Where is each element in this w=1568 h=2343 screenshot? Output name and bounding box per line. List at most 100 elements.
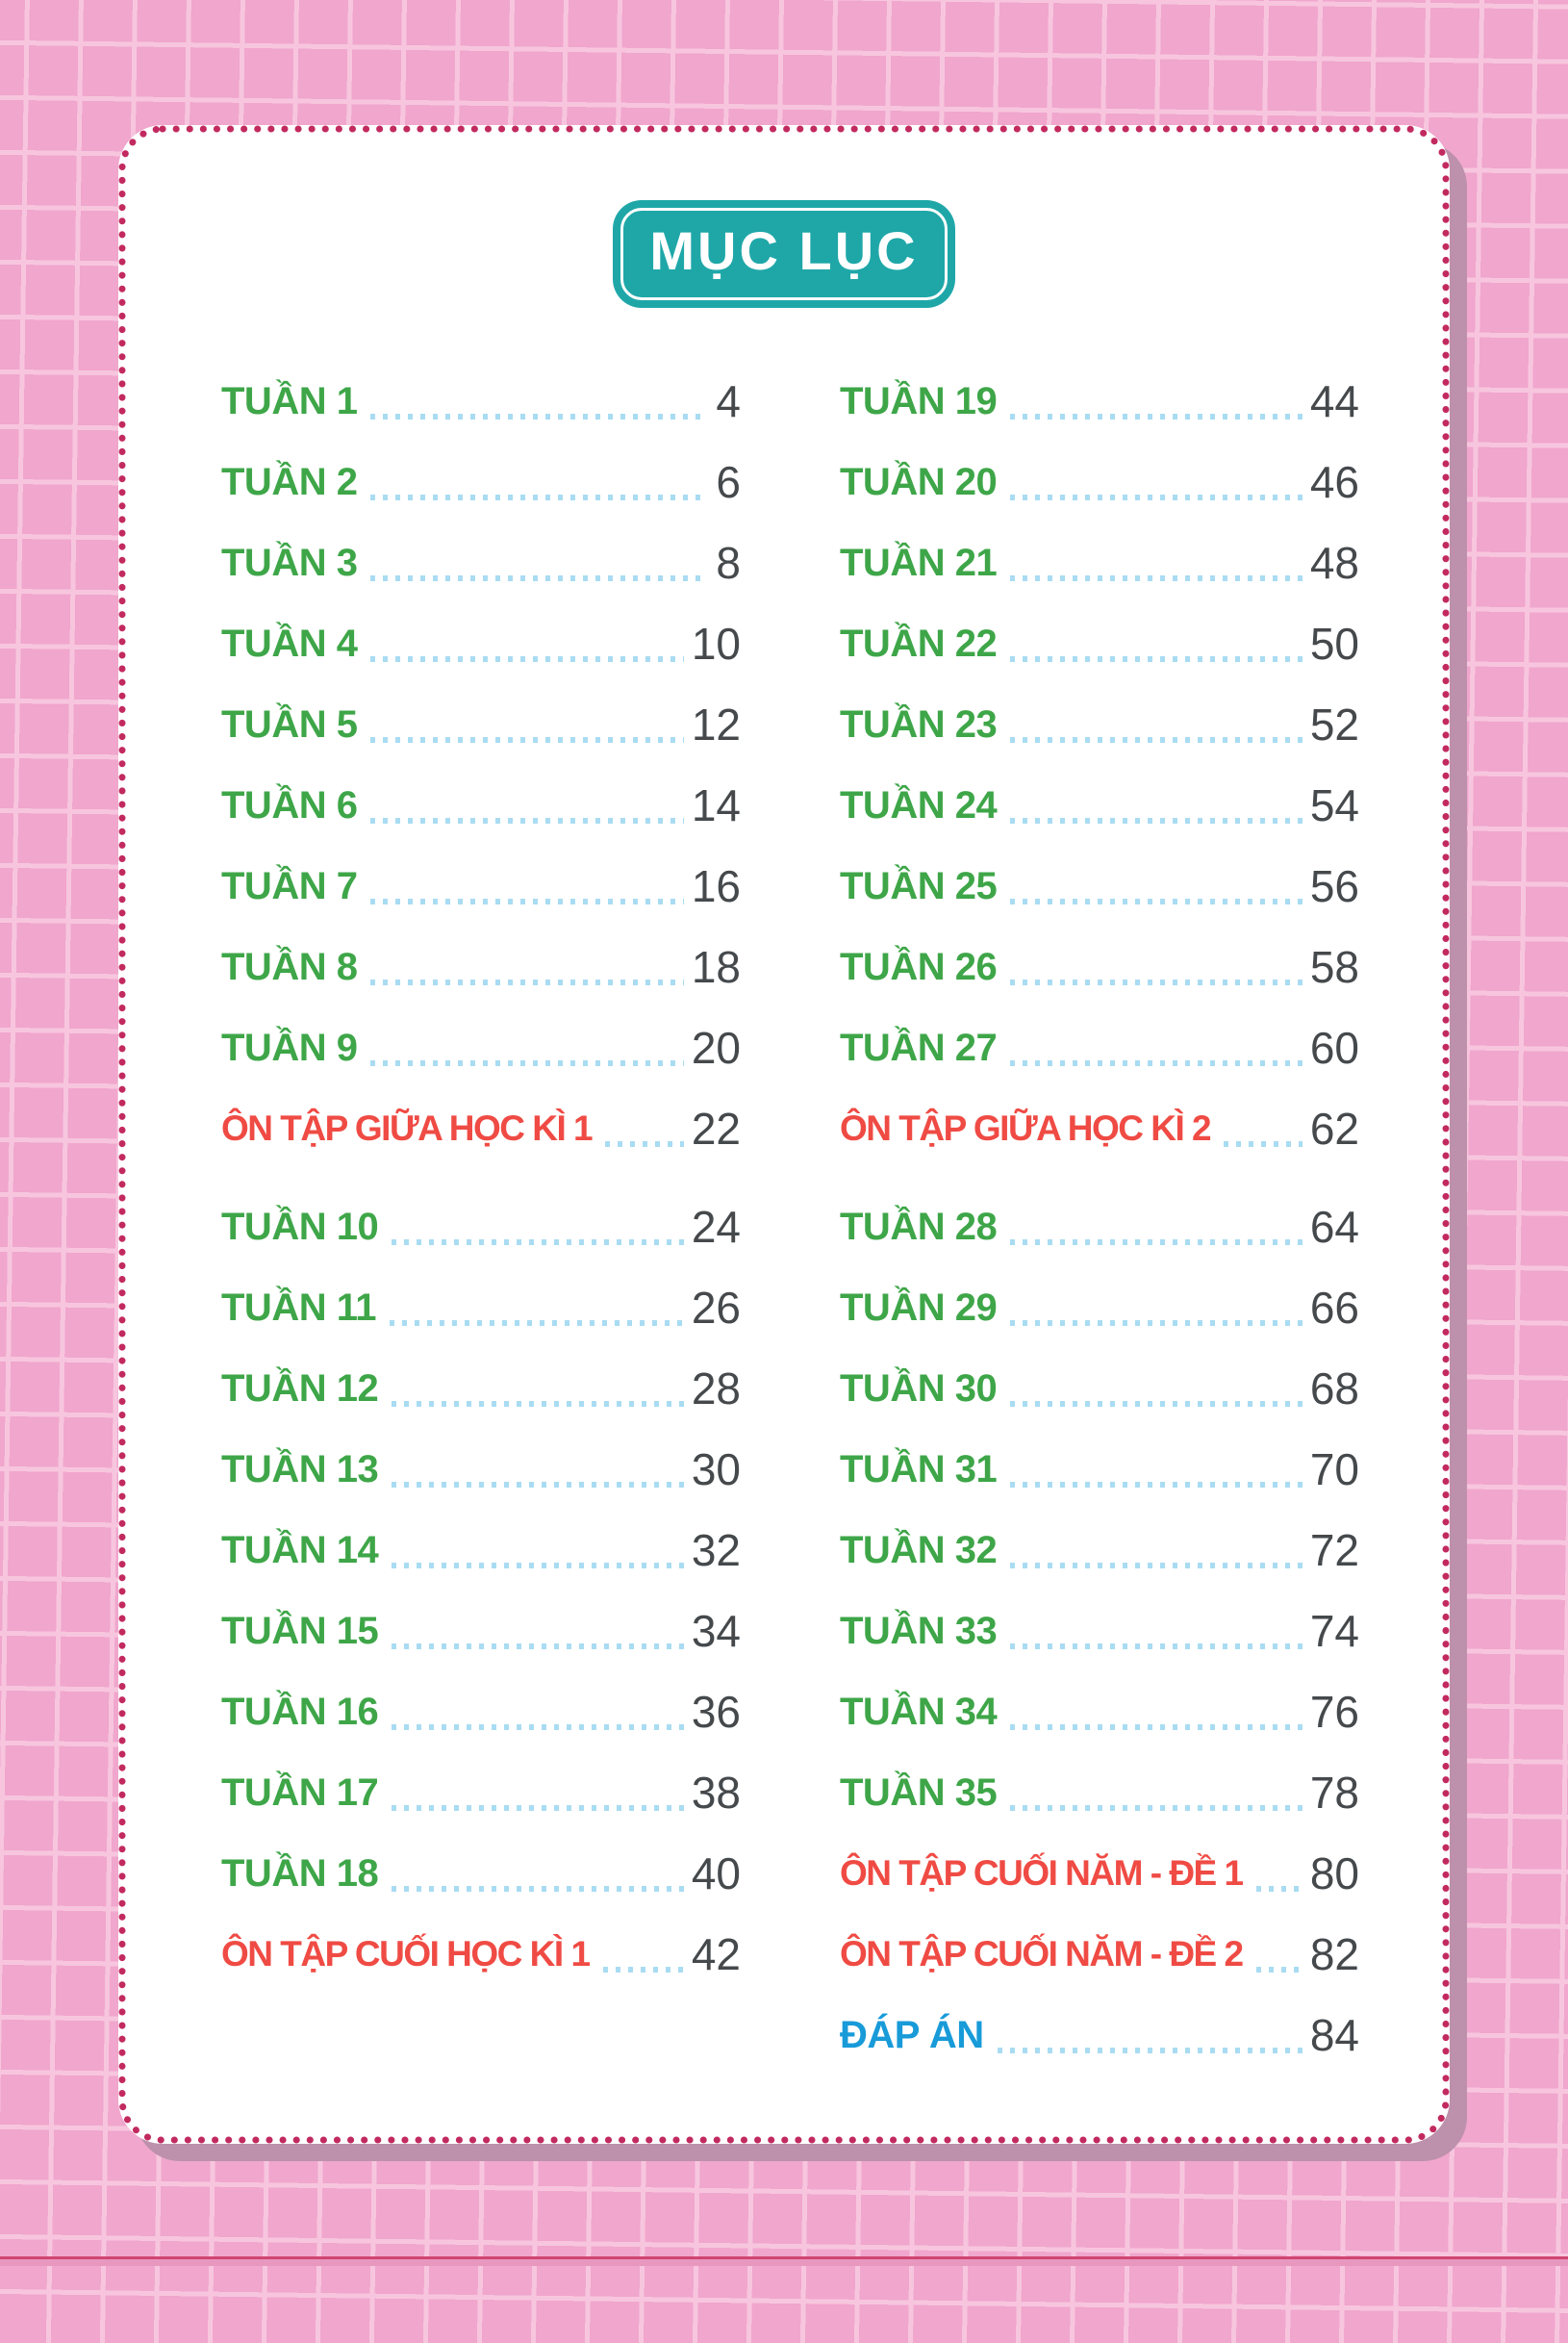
toc-title-badge: MỤC LỤC [613,200,955,308]
toc-entry: TUẦN 32 72 [840,1510,1359,1591]
toc-entry-page: 58 [1309,942,1359,992]
toc-entry: TUẦN 8 18 [221,927,741,1007]
toc-entry: ÔN TẬP CUỐI HỌC KÌ 1 42 [221,1914,741,1995]
toc-entry-label: TUẦN 2 [221,461,358,503]
leader-dots [1010,414,1302,420]
toc-entry-page: 84 [1309,2010,1359,2060]
leader-dots [370,818,684,824]
toc-entry-page: 18 [691,942,741,992]
toc-entry: TUẦN 34 76 [840,1671,1359,1752]
toc-entry: TUẦN 31 70 [840,1429,1359,1510]
toc-entry-label: TUẦN 27 [840,1027,998,1069]
toc-entry-label: TUẦN 30 [840,1367,998,1410]
toc-entry: TUẦN 10 24 [221,1186,741,1267]
toc-column-left: TUẦN 1 4 TUẦN 2 6 TUẦN 3 8 TUẦN 4 10 TUẦN 5 12 TUẦ… [221,361,741,2076]
toc-entry-label: TUẦN 17 [221,1771,379,1814]
toc-entry-page: 52 [1309,700,1359,750]
leader-dots [1010,575,1302,581]
toc-entry-page: 24 [691,1202,741,1252]
leader-dots [370,737,684,743]
toc-entry-label: TUẦN 12 [221,1367,379,1410]
toc-entry: TUẦN 14 32 [221,1510,741,1591]
toc-entry-label: TUẦN 10 [221,1206,379,1248]
toc-entry-label: TUẦN 13 [221,1448,379,1490]
toc-entry-label: ÔN TẬP CUỐI HỌC KÌ 1 [221,1933,591,1974]
leader-dots [1010,1482,1302,1488]
toc-entry-page: 48 [1309,538,1359,588]
toc-entry-label: TUẦN 26 [840,946,998,988]
toc-entry: TUẦN 33 74 [840,1591,1359,1671]
toc-entry: TUẦN 12 28 [221,1348,741,1429]
toc-entry-page: 56 [1309,861,1359,911]
toc-entry-label: TUẦN 31 [840,1448,998,1490]
toc-entry-page: 74 [1309,1606,1359,1656]
toc-entry: TUẦN 2 6 [221,442,741,522]
leader-dots [1010,1724,1302,1730]
toc-entry-page: 54 [1309,780,1359,830]
toc-entry: TUẦN 3 8 [221,522,741,603]
leader-dots [370,575,709,581]
toc-entry-label: TUẦN 25 [840,865,998,907]
toc-entry-page: 36 [691,1687,741,1737]
toc-entry-page: 44 [1309,376,1359,426]
leader-dots [370,656,684,662]
toc-entry-label: ĐÁP ÁN [840,2014,984,2056]
toc-entry-label: TUẦN 33 [840,1610,998,1652]
leader-dots [1224,1141,1302,1147]
leader-dots [392,1482,684,1488]
toc-entry-page: 38 [691,1768,741,1818]
toc-entry: TUẦN 7 16 [221,846,741,927]
toc-entry-label: ÔN TẬP GIỮA HỌC KÌ 1 [221,1108,594,1148]
page-bottom-edge [0,2256,1568,2266]
leader-dots [1010,656,1302,662]
toc-entry: TUẦN 13 30 [221,1429,741,1510]
toc-entry: TUẦN 20 46 [840,442,1359,522]
toc-entry: TUẦN 22 50 [840,603,1359,684]
toc-entry-page: 76 [1309,1687,1359,1737]
toc-card: MỤC LỤC TUẦN 1 4 TUẦN 2 6 TUẦN 3 8 TUẦN 4 10 TUẦ… [118,125,1450,2144]
toc-entry: ÔN TẬP CUỐI NĂM - ĐỀ 2 82 [840,1914,1359,1995]
toc-entry-page: 32 [691,1525,741,1575]
toc-entry-label: TUẦN 14 [221,1529,379,1571]
toc-entry: TUẦN 27 60 [840,1007,1359,1088]
toc-column-right: TUẦN 19 44 TUẦN 20 46 TUẦN 21 48 TUẦN 22 50 TUẦN… [840,361,1359,2076]
toc-entry-page: 8 [716,538,741,588]
toc-entry: TUẦN 16 36 [221,1671,741,1752]
toc-entry-page: 46 [1309,457,1359,507]
toc-entry-label: ÔN TẬP CUỐI NĂM - ĐỀ 1 [840,1852,1244,1893]
toc-entry-page: 82 [1309,1929,1359,1979]
leader-dots [392,1724,684,1730]
leader-dots [1010,1805,1302,1811]
toc-entry: TUẦN 25 56 [840,846,1359,927]
toc-entry: TUẦN 4 10 [221,603,741,684]
toc-entry-label: TUẦN 3 [221,542,358,584]
toc-entry-label: TUẦN 22 [840,623,998,665]
toc-entry-label: TUẦN 34 [840,1691,998,1733]
toc-entry-label: TUẦN 15 [221,1610,379,1652]
toc-entry-label: TUẦN 29 [840,1286,998,1329]
toc-entry-page: 62 [1309,1104,1359,1154]
toc-entry-label: TUẦN 21 [840,542,998,584]
page-title: MỤC LỤC [649,220,919,281]
toc-entry-label: TUẦN 1 [221,380,358,422]
toc-entry: TUẦN 24 54 [840,765,1359,846]
leader-dots [1010,1563,1302,1568]
toc-entry-page: 40 [691,1848,741,1898]
toc-entry-label: TUẦN 4 [221,623,358,665]
toc-entry-page: 30 [691,1444,741,1494]
toc-entry: TUẦN 21 48 [840,522,1359,603]
toc-entry-page: 78 [1309,1768,1359,1818]
toc-entry: TUẦN 23 52 [840,684,1359,765]
toc-entry: TUẦN 1 4 [221,361,741,442]
toc-entry-page: 72 [1309,1525,1359,1575]
toc-entry-label: TUẦN 18 [221,1852,379,1895]
toc-entry-page: 42 [691,1929,741,1979]
toc-entry: TUẦN 35 78 [840,1752,1359,1833]
toc-entry: TUẦN 29 66 [840,1267,1359,1348]
toc-entry-page: 12 [691,700,741,750]
toc-entry: ÔN TẬP GIỮA HỌC KÌ 1 22 [221,1088,741,1169]
leader-dots [997,2048,1302,2053]
toc-entry: TUẦN 26 58 [840,927,1359,1007]
toc-entry-page: 50 [1309,619,1359,669]
leader-dots [1010,899,1302,904]
